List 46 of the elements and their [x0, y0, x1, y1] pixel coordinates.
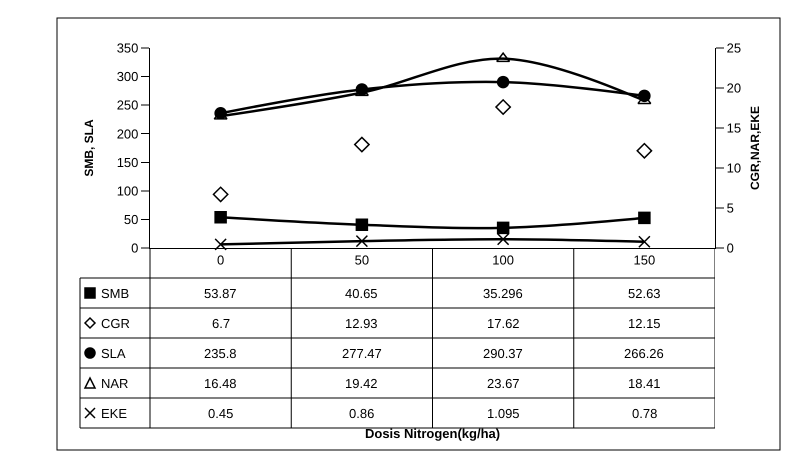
y-tick-label: 50 [124, 212, 138, 227]
y-tick-label: 150 [116, 154, 138, 170]
y-tick-label: 200 [116, 126, 138, 142]
data-label: 17.62 [487, 316, 520, 331]
data-label: 52.63 [628, 286, 661, 301]
text: Dosis Nitrogen(kg/ha) [365, 426, 500, 441]
data-label: 53.87 [204, 286, 237, 301]
data-label: 235.8 [204, 346, 237, 361]
data-label: 0.86 [349, 406, 374, 421]
x-tick-label: 100 [492, 252, 514, 268]
x-tick-label: 0 [217, 252, 224, 268]
y-tick-label: 300 [116, 69, 138, 84]
data-label: 277.47 [342, 346, 382, 361]
y2-axis-title: CGR,NAR,EKE [748, 106, 762, 190]
data-label: 290.37 [483, 346, 523, 361]
data-label: 35.296 [483, 286, 523, 301]
y2-tick-label: 15 [726, 120, 742, 136]
y2-tick-label: 25 [726, 40, 742, 56]
y2-tick-label: 20 [726, 80, 742, 96]
y-tick-label: 250 [116, 98, 138, 113]
legend-label: SLA [101, 346, 126, 361]
legend-label: SMB [101, 286, 130, 301]
data-label: 12.15 [628, 316, 661, 331]
data-label: 12.93 [345, 316, 378, 331]
y-axis-title: SMB, SLA [82, 119, 96, 177]
legend-label: CGR [101, 316, 130, 331]
y2-tick-label: 5 [726, 200, 734, 216]
data-label: 1.095 [487, 406, 520, 421]
data-label: 0.78 [632, 406, 658, 421]
y-tick-label: 0 [131, 240, 138, 256]
legend-label: EKE [101, 406, 128, 421]
data-label: 16.48 [204, 376, 237, 391]
x-tick-label: 50 [354, 252, 370, 268]
y2-tick-label: 0 [726, 240, 734, 256]
data-label: 6.7 [212, 316, 230, 331]
y2-tick-label: 10 [726, 160, 742, 176]
y-tick-label: 100 [116, 183, 138, 198]
data-label: 0.45 [208, 406, 234, 421]
y-tick-label: 350 [116, 40, 138, 56]
data-label: 40.65 [345, 286, 378, 301]
data-label: 18.41 [628, 376, 661, 391]
legend-label: NAR [101, 376, 128, 391]
x-tick-label: 150 [634, 252, 656, 268]
data-label: 266.26 [624, 346, 664, 361]
data-label: 23.67 [487, 376, 520, 391]
data-label: 19.42 [345, 376, 378, 391]
